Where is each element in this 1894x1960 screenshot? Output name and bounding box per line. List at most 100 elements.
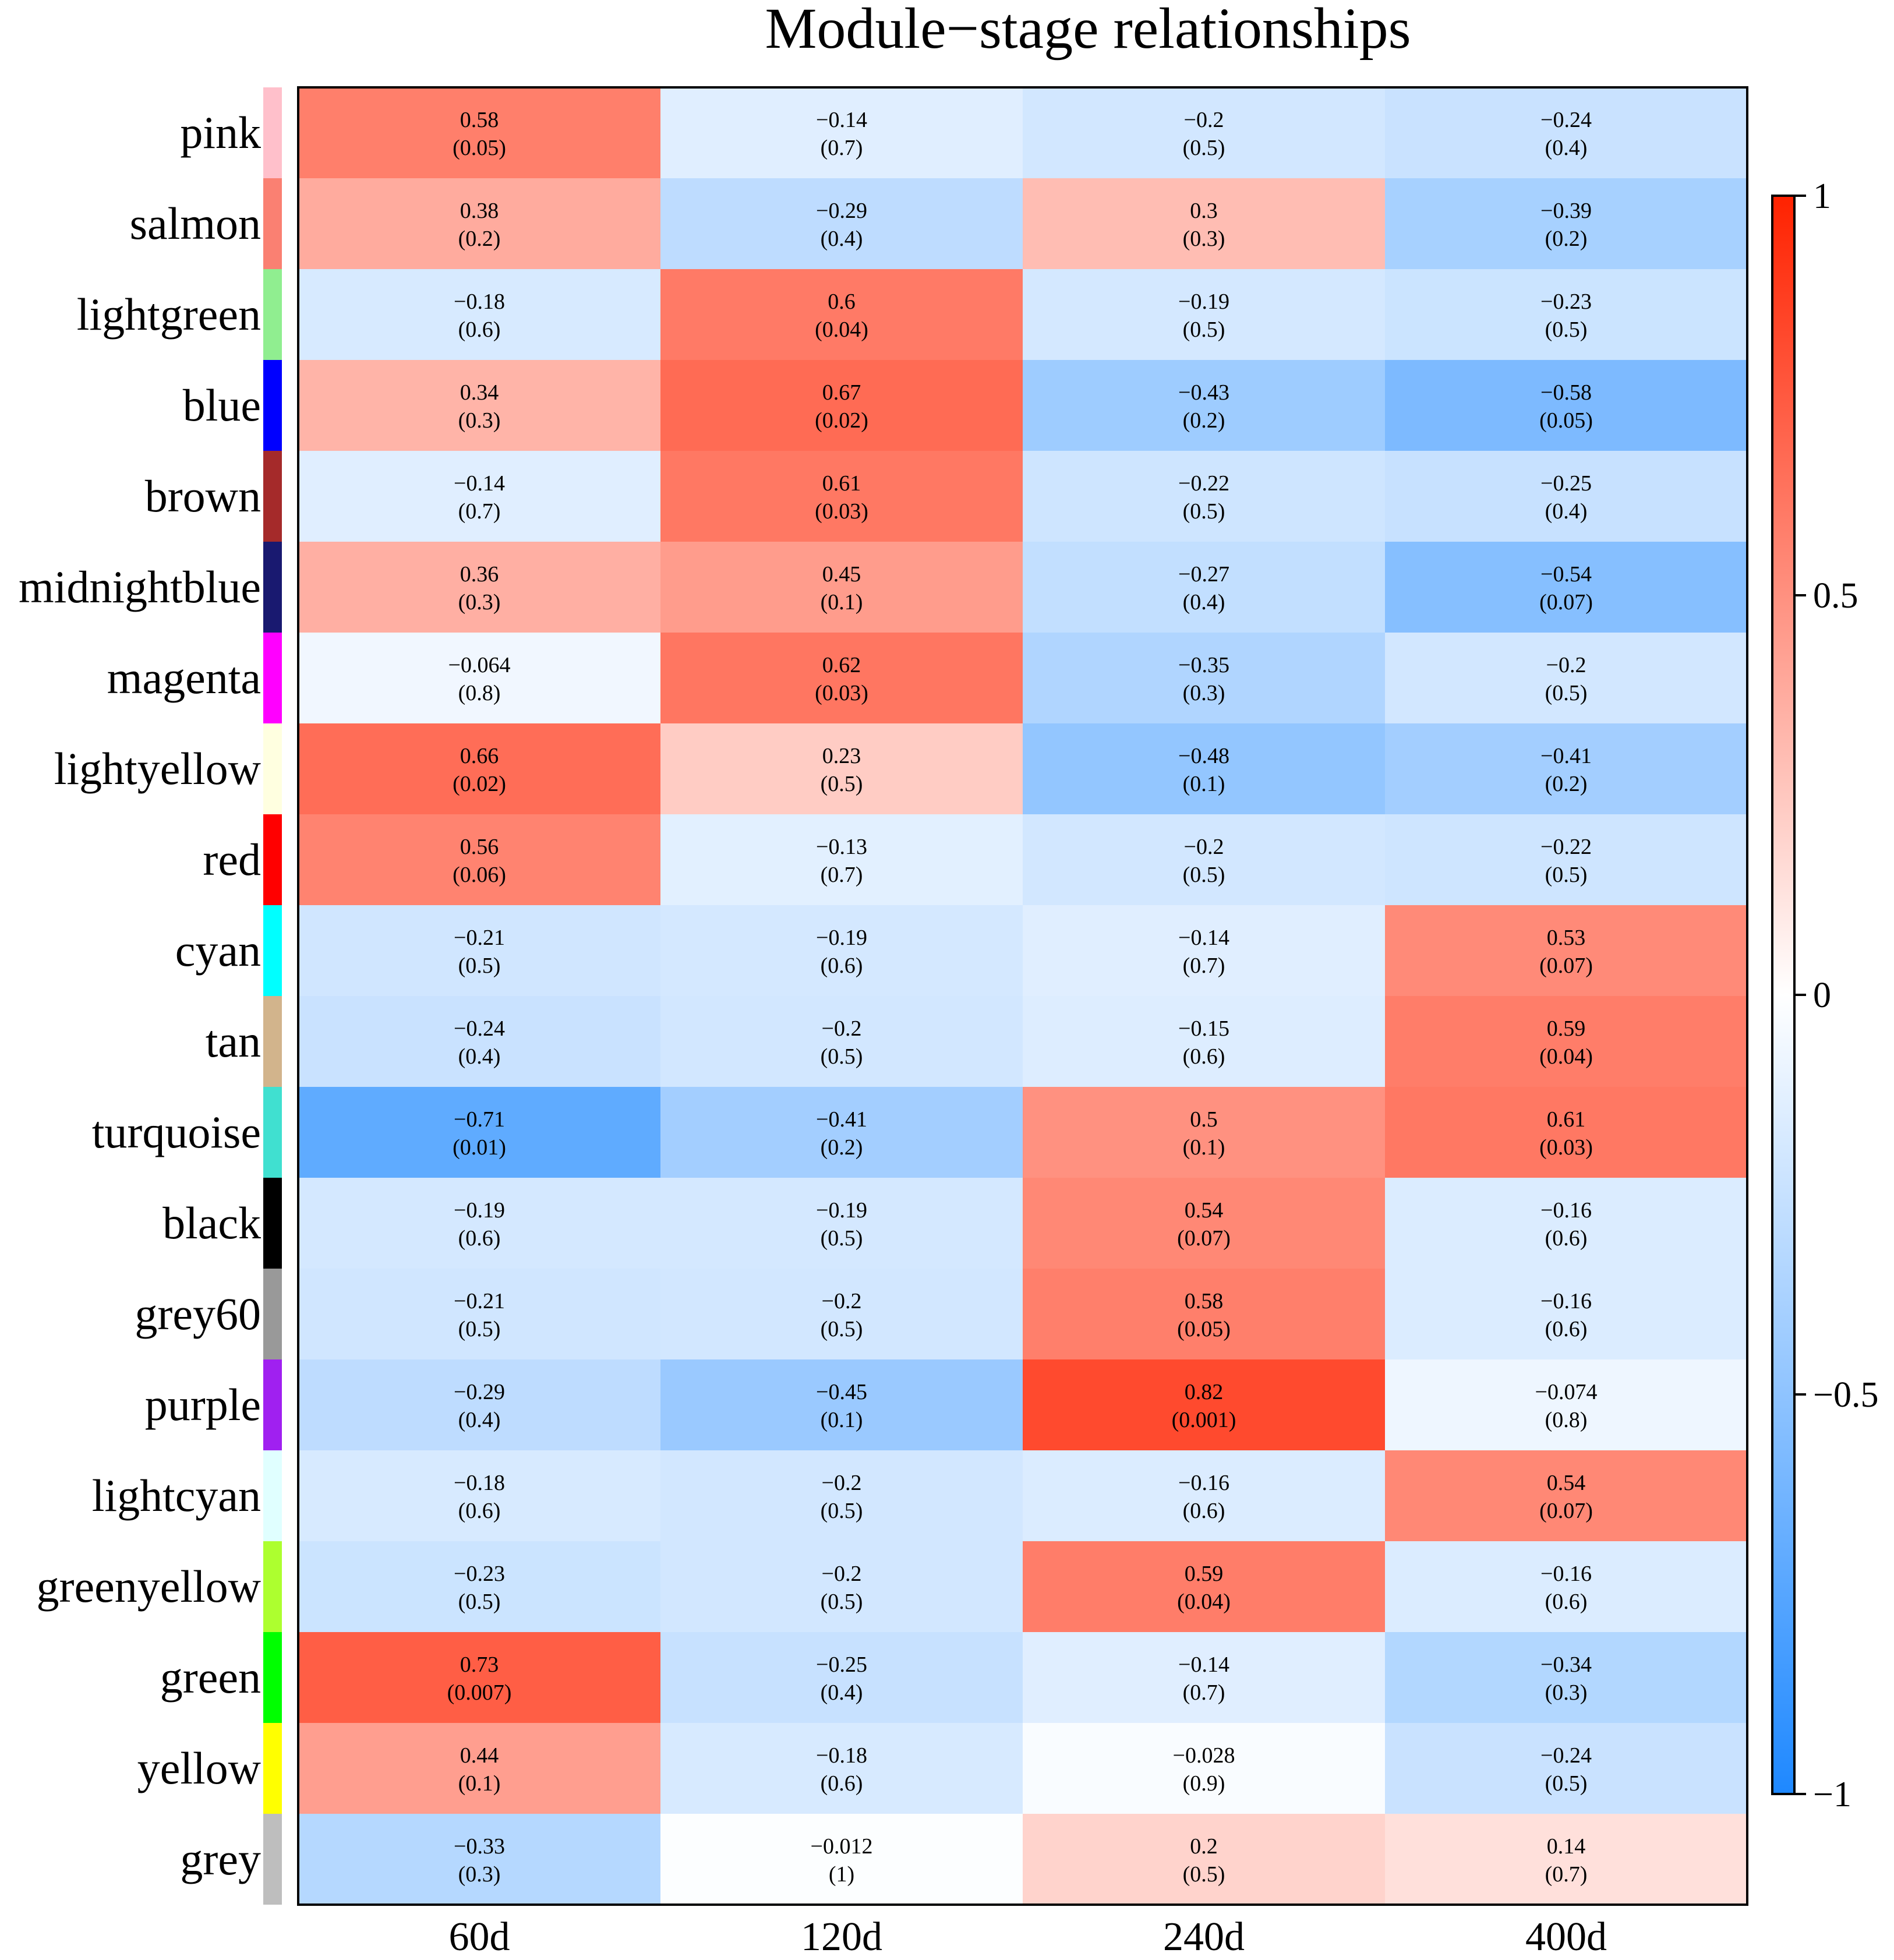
cell-value-lightyellow-240d: −0.48: [1178, 744, 1229, 768]
cell-value-blue-120d: 0.67: [822, 380, 861, 405]
row-labels: pink salmon lightgreen blue brown midnightblu…: [19, 107, 261, 1884]
module-color-swatches: [263, 87, 282, 1905]
cell-value-tan-120d: −0.2: [822, 1016, 862, 1041]
cell-turquoise-400d: [1385, 1087, 1748, 1178]
cell-pvalue-magenta-240d: (0.3): [1183, 681, 1225, 705]
heatmap-cells: 0.58 (0.05) −0.14 (0.7) −0.2 (0.5) −0.24 (0.4) 0…: [298, 87, 1748, 1905]
cell-pvalue-green-240d: (0.7): [1183, 1680, 1225, 1705]
cell-pvalue-pink-400d: (0.4): [1545, 136, 1588, 160]
cell-tan-60d: [298, 996, 661, 1087]
cell-value-blue-60d: 0.34: [460, 380, 499, 405]
cell-greenyellow-120d: [660, 1541, 1023, 1633]
cell-salmon-240d: [1023, 178, 1386, 270]
cell-pvalue-black-400d: (0.6): [1545, 1226, 1588, 1251]
cell-brown-60d: [298, 451, 661, 542]
cell-pvalue-greenyellow-400d: (0.6): [1545, 1590, 1588, 1614]
colorbar-tick-label: 1: [1813, 176, 1831, 216]
cell-turquoise-240d: [1023, 1087, 1386, 1178]
cell-pvalue-black-120d: (0.5): [821, 1226, 863, 1251]
cell-pvalue-green-400d: (0.3): [1545, 1680, 1588, 1705]
row-label-grey60: grey60: [135, 1288, 261, 1339]
cell-magenta-120d: [660, 633, 1023, 724]
cell-salmon-400d: [1385, 178, 1748, 270]
colorbar-gradient: [1771, 195, 1796, 1795]
cell-pvalue-blue-400d: (0.05): [1539, 408, 1593, 433]
cell-value-red-240d: −0.2: [1184, 835, 1224, 859]
cell-value-pink-120d: −0.14: [816, 108, 867, 132]
cell-value-salmon-240d: 0.3: [1190, 199, 1218, 223]
cell-pvalue-blue-60d: (0.3): [458, 408, 501, 433]
cell-grey-120d: [660, 1814, 1023, 1905]
cell-value-purple-60d: −0.29: [454, 1380, 505, 1404]
cell-magenta-60d: [298, 633, 661, 724]
cell-purple-400d: [1385, 1359, 1748, 1451]
cell-value-grey60-400d: −0.16: [1540, 1289, 1592, 1313]
row-label-midnightblue: midnightblue: [19, 561, 261, 612]
cell-pvalue-grey60-400d: (0.6): [1545, 1317, 1588, 1341]
cell-value-pink-60d: 0.58: [460, 108, 499, 132]
cell-pvalue-purple-400d: (0.8): [1545, 1408, 1588, 1432]
cell-magenta-240d: [1023, 633, 1386, 724]
cell-red-400d: [1385, 814, 1748, 906]
cell-green-60d: [298, 1632, 661, 1724]
row-label-turquoise: turquoise: [92, 1107, 261, 1157]
cell-value-turquoise-60d: −0.71: [454, 1107, 505, 1132]
cell-pvalue-grey60-240d: (0.05): [1177, 1317, 1231, 1341]
cell-midnightblue-400d: [1385, 542, 1748, 633]
cell-lightcyan-120d: [660, 1450, 1023, 1542]
cell-value-red-400d: −0.22: [1540, 835, 1592, 859]
cell-value-black-120d: −0.19: [816, 1198, 867, 1223]
cell-value-black-60d: −0.19: [454, 1198, 505, 1223]
cell-pvalue-green-60d: (0.007): [447, 1680, 512, 1705]
cell-value-red-120d: −0.13: [816, 835, 867, 859]
cell-value-grey-60d: −0.33: [454, 1834, 505, 1859]
swatch-cyan: [263, 905, 282, 996]
cell-lightcyan-60d: [298, 1450, 661, 1542]
row-label-green: green: [160, 1652, 261, 1703]
swatch-purple: [263, 1359, 282, 1450]
cell-pvalue-greenyellow-120d: (0.5): [821, 1590, 863, 1614]
row-label-yellow: yellow: [137, 1743, 261, 1793]
column-labels: 60d 120d 240d 400d: [449, 1915, 1607, 1959]
row-label-purple: purple: [145, 1379, 261, 1430]
cell-value-salmon-120d: −0.29: [816, 199, 867, 223]
colorbar-tick-label: 0.5: [1813, 576, 1858, 616]
cell-value-tan-240d: −0.15: [1178, 1016, 1229, 1041]
cell-pvalue-black-240d: (0.07): [1177, 1226, 1231, 1251]
cell-greenyellow-240d: [1023, 1541, 1386, 1633]
cell-brown-120d: [660, 451, 1023, 542]
cell-pvalue-pink-240d: (0.5): [1183, 136, 1225, 160]
cell-value-cyan-240d: −0.14: [1178, 926, 1229, 950]
cell-value-lightcyan-120d: −0.2: [822, 1471, 862, 1495]
cell-value-turquoise-400d: 0.61: [1547, 1107, 1586, 1132]
plot-frame: [297, 86, 1748, 1906]
column-label-400d: 400d: [1525, 1915, 1607, 1957]
cell-lightyellow-400d: [1385, 723, 1748, 815]
cell-value-magenta-240d: −0.35: [1178, 653, 1229, 677]
cell-green-240d: [1023, 1632, 1386, 1724]
cell-lightyellow-120d: [660, 723, 1023, 815]
cell-value-grey-400d: 0.14: [1547, 1834, 1586, 1859]
cell-yellow-400d: [1385, 1723, 1748, 1814]
cell-value-brown-400d: −0.25: [1540, 471, 1592, 496]
cell-value-pink-400d: −0.24: [1540, 108, 1592, 132]
cell-pvalue-blue-120d: (0.02): [815, 408, 868, 433]
cell-pvalue-magenta-60d: (0.8): [458, 681, 501, 705]
cell-pvalue-magenta-120d: (0.03): [815, 681, 868, 705]
column-label-240d: 240d: [1163, 1915, 1245, 1957]
cell-yellow-240d: [1023, 1723, 1386, 1814]
cell-pvalue-cyan-400d: (0.07): [1539, 953, 1593, 978]
row-label-blue: blue: [183, 380, 261, 430]
cell-greenyellow-60d: [298, 1541, 661, 1633]
cell-value-lightcyan-240d: −0.16: [1178, 1471, 1229, 1495]
cell-red-120d: [660, 814, 1023, 906]
cell-value-midnightblue-240d: −0.27: [1178, 562, 1229, 587]
cell-value-greenyellow-120d: −0.2: [822, 1562, 862, 1586]
cell-pvalue-lightyellow-60d: (0.02): [453, 772, 506, 796]
cell-pvalue-lightgreen-400d: (0.5): [1545, 317, 1588, 342]
cell-value-yellow-60d: 0.44: [460, 1743, 499, 1768]
cell-blue-400d: [1385, 360, 1748, 451]
cell-black-120d: [660, 1178, 1023, 1269]
cell-midnightblue-240d: [1023, 542, 1386, 633]
cell-tan-240d: [1023, 996, 1386, 1087]
